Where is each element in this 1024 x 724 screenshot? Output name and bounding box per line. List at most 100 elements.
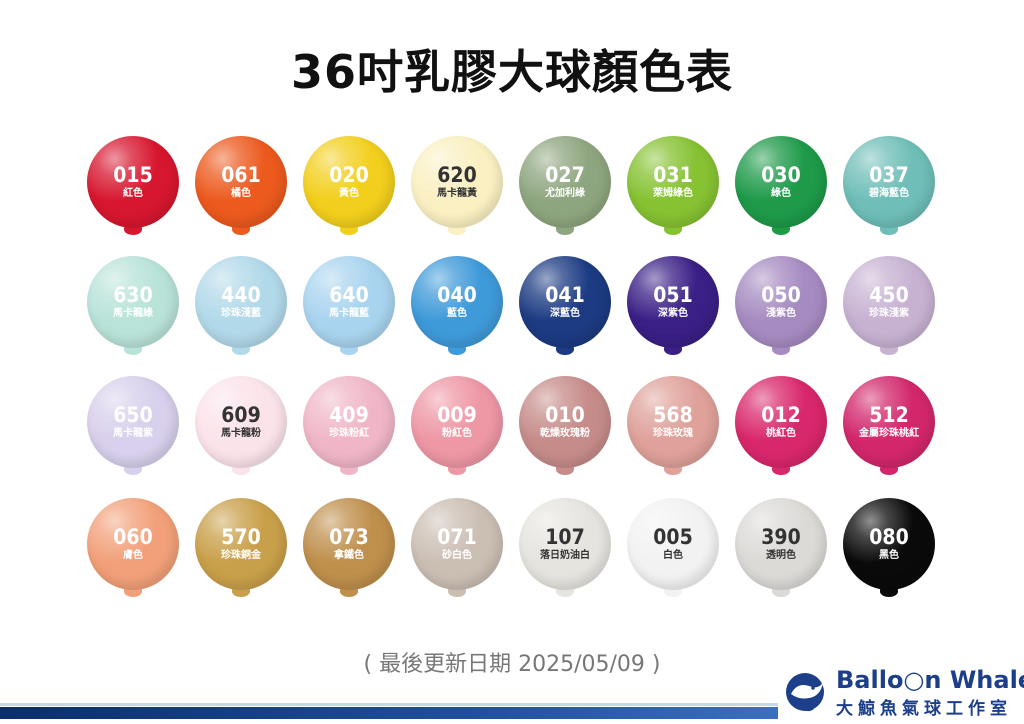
- balloon-color-name: 馬卡龍粉: [221, 428, 261, 439]
- balloon-code: 071: [437, 525, 477, 549]
- brand-name: Ballo○n Whale: [836, 666, 1024, 694]
- balloon-knot: [448, 586, 466, 597]
- balloon-highlight: [735, 376, 827, 468]
- balloon-color-name: 乾燥玫瑰粉: [540, 428, 590, 439]
- balloon-highlight: [735, 136, 827, 228]
- balloon-code: 512: [869, 403, 909, 427]
- balloon-color-name: 馬卡龍紫: [113, 428, 153, 439]
- balloon-highlight: [411, 376, 503, 468]
- balloon-knot: [664, 464, 682, 475]
- balloon-code: 051: [653, 283, 693, 307]
- balloon-knot: [772, 224, 790, 235]
- balloon-highlight: [87, 136, 179, 228]
- balloon-highlight: [303, 376, 395, 468]
- balloon-swatch: 015 紅色: [87, 136, 179, 256]
- balloon-swatch: 050 淺紫色: [735, 256, 827, 376]
- balloon-color-name: 落日奶油白: [540, 550, 590, 561]
- balloon-highlight: [519, 376, 611, 468]
- balloon-knot: [556, 586, 574, 597]
- balloon-color-name: 萊姆綠色: [653, 188, 693, 199]
- balloon-swatch: 071 砂白色: [411, 498, 503, 618]
- balloon-highlight: [735, 498, 827, 590]
- balloon-color-name: 金屬珍珠桃紅: [859, 428, 919, 439]
- balloon-highlight: [411, 136, 503, 228]
- balloon-code: 060: [113, 525, 153, 549]
- balloon-color-name: 碧海藍色: [869, 188, 909, 199]
- balloon-code: 020: [329, 163, 369, 187]
- balloon-code: 061: [221, 163, 261, 187]
- balloon-knot: [556, 464, 574, 475]
- balloon-code: 009: [437, 403, 477, 427]
- balloon-swatch: 051 深紫色: [627, 256, 719, 376]
- balloon-swatch: 390 透明色: [735, 498, 827, 618]
- balloon-knot: [232, 224, 250, 235]
- balloon-swatch: 012 桃紅色: [735, 376, 827, 496]
- balloon-color-name: 珍珠玫瑰: [653, 428, 693, 439]
- balloon-code: 015: [113, 163, 153, 187]
- balloon-swatch: 010 乾燥玫瑰粉: [519, 376, 611, 496]
- balloon-swatch: 570 珍珠銅金: [195, 498, 287, 618]
- balloon-swatch: 080 黑色: [843, 498, 935, 618]
- balloon-swatch: 073 拿鐵色: [303, 498, 395, 618]
- balloon-swatch: 650 馬卡龍紫: [87, 376, 179, 496]
- balloon-highlight: [195, 256, 287, 348]
- balloon-highlight: [519, 136, 611, 228]
- balloon-highlight: [627, 376, 719, 468]
- balloon-color-name: 綠色: [771, 188, 791, 199]
- balloon-color-name: 膚色: [123, 550, 143, 561]
- footer-accent-line: [0, 703, 778, 706]
- balloon-color-name: 淺紫色: [766, 308, 796, 319]
- footer-bar: [0, 707, 778, 719]
- balloon-code: 050: [761, 283, 801, 307]
- balloon-knot: [664, 344, 682, 355]
- balloon-highlight: [303, 498, 395, 590]
- balloon-color-name: 桃紅色: [766, 428, 796, 439]
- balloon-knot: [880, 344, 898, 355]
- balloon-code: 012: [761, 403, 801, 427]
- balloon-highlight: [303, 256, 395, 348]
- balloon-color-name: 紅色: [123, 188, 143, 199]
- balloon-color-name: 珍珠淺藍: [221, 308, 261, 319]
- balloon-color-name: 拿鐵色: [334, 550, 364, 561]
- balloon-swatch: 620 馬卡龍黃: [411, 136, 503, 256]
- balloon-code: 630: [113, 283, 153, 307]
- balloon-color-name: 尤加利綠: [545, 188, 585, 199]
- balloon-highlight: [411, 256, 503, 348]
- balloon-swatch: 030 綠色: [735, 136, 827, 256]
- balloon-knot: [664, 586, 682, 597]
- balloon-color-name: 橘色: [231, 188, 251, 199]
- balloon-swatch: 009 粉紅色: [411, 376, 503, 496]
- balloon-knot: [880, 464, 898, 475]
- balloon-swatch: 630 馬卡龍綠: [87, 256, 179, 376]
- balloon-code: 409: [329, 403, 369, 427]
- balloon-knot: [448, 464, 466, 475]
- balloon-highlight: [843, 498, 935, 590]
- balloon-swatch: 060 膚色: [87, 498, 179, 618]
- balloon-swatch: 409 珍珠粉紅: [303, 376, 395, 496]
- balloon-color-name: 珍珠粉紅: [329, 428, 369, 439]
- balloon-code: 440: [221, 283, 261, 307]
- balloon-highlight: [843, 376, 935, 468]
- balloon-highlight: [87, 256, 179, 348]
- balloon-code: 568: [653, 403, 693, 427]
- balloon-highlight: [627, 256, 719, 348]
- balloon-swatch: 512 金屬珍珠桃紅: [843, 376, 935, 496]
- balloon-knot: [772, 464, 790, 475]
- balloon-color-name: 粉紅色: [442, 428, 472, 439]
- balloon-swatch: 568 珍珠玫瑰: [627, 376, 719, 496]
- balloon-knot: [772, 586, 790, 597]
- balloon-highlight: [411, 498, 503, 590]
- balloon-swatch: 041 深藍色: [519, 256, 611, 376]
- balloon-swatch: 020 黃色: [303, 136, 395, 256]
- balloon-code: 570: [221, 525, 261, 549]
- balloon-knot: [124, 224, 142, 235]
- balloon-swatch: 031 萊姆綠色: [627, 136, 719, 256]
- last-updated-text: ( 最後更新日期 2025/05/09 ): [363, 652, 661, 677]
- balloon-color-name: 黑色: [879, 550, 899, 561]
- balloon-color-name: 馬卡龍綠: [113, 308, 153, 319]
- balloon-highlight: [303, 136, 395, 228]
- balloon-swatch: 640 馬卡龍藍: [303, 256, 395, 376]
- balloon-code: 030: [761, 163, 801, 187]
- balloon-highlight: [195, 136, 287, 228]
